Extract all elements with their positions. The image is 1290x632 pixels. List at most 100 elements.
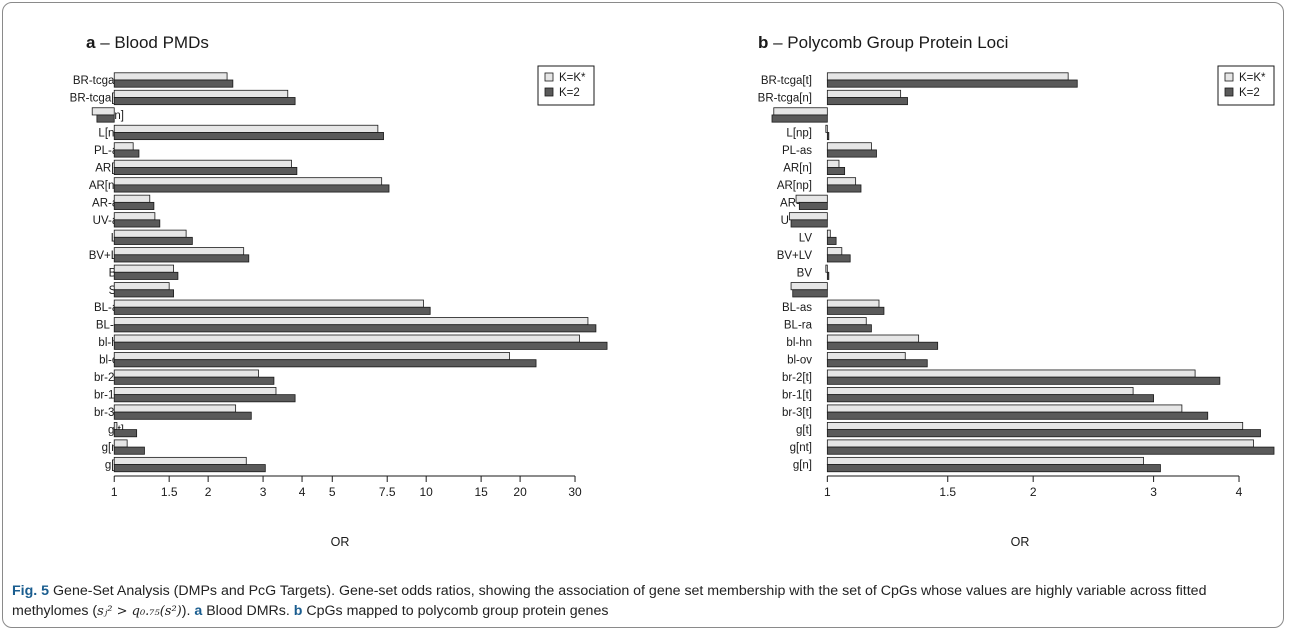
panel-b-category-label: BR-tcga[n]: [758, 92, 812, 104]
panel-b-bar-kstar: [773, 107, 828, 116]
panel-a-bar-kstar: [113, 247, 245, 256]
panel-a-bar-kstar: [113, 212, 156, 221]
panel-b-bar-kstar: [826, 369, 1196, 378]
caption-fig-title: Gene-Set Analysis (DMPs and PcG Targets)…: [53, 583, 336, 599]
panel-b-bar-k2: [826, 341, 939, 350]
panel-a-bar-kstar: [113, 89, 289, 98]
panel-a-bar-k2: [113, 149, 140, 158]
panel-b-bar-k2: [792, 289, 828, 298]
panel-b-bar-kstar: [826, 456, 1144, 465]
caption-fig-label: Fig. 5: [12, 583, 50, 599]
panel-b-bar-kstar: [826, 299, 880, 308]
panel-b-category-label: BV: [797, 267, 813, 279]
panel-b-title: b – Polycomb Group Protein Loci: [758, 33, 1008, 52]
caption-panel-a-text: Blood DMRs.: [206, 603, 290, 619]
panel-a-bar-kstar: [113, 177, 383, 186]
panel-b-x-tick-label: 1: [824, 485, 831, 499]
panel-b-bar-k2: [826, 306, 885, 315]
panel-a-bar-k2: [96, 114, 115, 123]
panel-a-legend-box: [537, 65, 595, 106]
panel-a-bar-kstar: [113, 194, 151, 203]
caption-panel-a: a: [194, 603, 203, 619]
panel-a-bar-kstar: [113, 387, 277, 396]
panel-a-bar-k2: [113, 341, 608, 350]
panel-a-x-tick-label: 30: [568, 485, 582, 499]
panel-b-bar-k2: [826, 132, 830, 141]
panel-a-legend-swatch: [544, 72, 554, 82]
panel-b-bar-k2: [826, 97, 908, 106]
panel-b-bar-k2: [826, 429, 1261, 438]
panel-b-bar-k2: [826, 271, 830, 280]
caption-math: sⱼ² > q₀.₇₅(s²): [97, 604, 182, 619]
panel-a-x-tick-label: 2: [205, 485, 212, 499]
panel-a-bar-k2: [113, 184, 390, 193]
panel-a-bar-k2: [113, 97, 296, 106]
panel-a-x-tick-label: 15: [474, 485, 488, 499]
panel-b-legend-label: K=2: [1239, 87, 1260, 99]
panel-a-bar-k2: [113, 79, 234, 88]
panel-a-bar-k2: [113, 464, 266, 473]
panel-a-x-tick-label: 10: [420, 485, 434, 499]
panel-a-bar-k2: [113, 394, 296, 403]
panel-b-bar-k2: [826, 446, 1275, 455]
panel-b-legend-box: [1217, 65, 1275, 106]
figure-caption: Fig. 5 Gene-Set Analysis (DMPs and PcG T…: [12, 581, 1274, 622]
panel-b-legend-swatch: [1224, 87, 1234, 97]
panel-b-bar-k2: [826, 324, 872, 333]
panel-a-bar-k2: [113, 236, 193, 245]
panel-b-category-label: g[t]: [796, 425, 812, 437]
panel-a-bar-k2: [113, 254, 250, 263]
panel-a-bar-k2: [113, 324, 597, 333]
panel-a-bar-k2: [113, 306, 431, 315]
caption-panel-b-text: CpGs mapped to polycomb group protein ge…: [306, 603, 609, 619]
panel-b-bar-kstar: [826, 404, 1183, 413]
caption-panel-b: b: [293, 603, 303, 619]
panel-b-bar-k2: [826, 166, 846, 175]
panel-b-category-label: br-1[t]: [782, 390, 812, 402]
panel-a-bar-kstar: [113, 142, 134, 151]
panel-b-bar-k2: [826, 254, 851, 263]
panel-b-bar-kstar: [826, 352, 906, 361]
panel-a-bar-kstar: [113, 456, 247, 465]
panel-a-bar-k2: [113, 166, 298, 175]
panel-a-bar-k2: [113, 446, 145, 455]
panel-b-x-tick-label: 2: [1030, 485, 1037, 499]
panel-b-category-label: br-2[t]: [782, 372, 812, 384]
panel-b-bar-kstar: [825, 124, 828, 133]
panel-b-category-label: BL-as: [782, 302, 812, 314]
panel-a-x-tick-label: 3: [260, 485, 267, 499]
panel-a-category-label: BR-tcga[n]: [70, 92, 124, 104]
panel-b-category-label: BR-tcga[t]: [761, 75, 812, 87]
panel-b-x-tick-label: 3: [1150, 485, 1157, 499]
panel-a-x-tick-label: 20: [513, 485, 527, 499]
panel-b-bar-k2: [826, 149, 877, 158]
panel-b-category-label: bl-hn: [786, 337, 812, 349]
panel-a-x-tick-label: 1: [111, 485, 118, 499]
panel-b-bar-kstar: [826, 159, 840, 168]
panel-b-bar-kstar: [795, 194, 828, 203]
panel-b-bar-kstar: [826, 229, 831, 238]
panel-b-bar-kstar: [826, 247, 843, 256]
panel-b-category-label: BV+LV: [777, 250, 813, 262]
panel-a-category-label: BR-tcga[t]: [73, 75, 124, 87]
panel-a-bar-kstar: [113, 282, 170, 291]
panel-b-x-tick-label: 1.5: [939, 485, 956, 499]
caption-text-2: ).: [181, 603, 191, 619]
panel-a-bar-kstar: [91, 107, 115, 116]
panel-a-bar-k2: [113, 429, 138, 438]
panel-a-bar-kstar: [113, 317, 589, 326]
panel-a-bar-kstar: [113, 439, 128, 448]
panel-a-bar-kstar: [113, 229, 187, 238]
panel-b-category-label: BL-ra: [784, 320, 813, 332]
panel-a-bar-kstar: [113, 369, 259, 378]
panel-b-bar-k2: [826, 411, 1209, 420]
panel-b-bar-k2: [790, 219, 828, 228]
panel-b-bar-k2: [826, 376, 1221, 385]
panel-b-category-label: L[np]: [786, 127, 812, 139]
panel-b-bar-kstar: [826, 142, 872, 151]
panel-a-x-tick-label: 5: [329, 485, 336, 499]
panel-a-bar-kstar: [113, 159, 292, 168]
panel-b-category-label: PL-as: [782, 145, 812, 157]
panel-b-bar-k2: [826, 184, 862, 193]
